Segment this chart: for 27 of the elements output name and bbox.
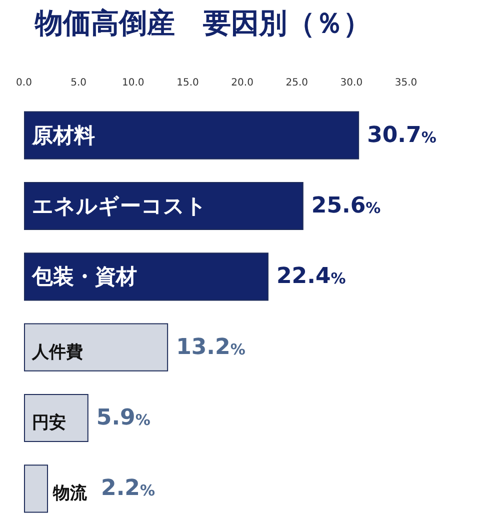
y-tick-label: エネルギーコスト — [32, 194, 207, 218]
chart-title: 物価高倒産 要因別（％） — [34, 6, 371, 40]
data-label: 25.6% — [311, 194, 381, 218]
bar — [24, 464, 48, 513]
x-tick-label: 30.0 — [340, 78, 363, 88]
bar — [24, 252, 268, 301]
y-tick-label: 円安 — [32, 413, 66, 433]
x-tick-label: 5.0 — [70, 78, 87, 88]
bar — [24, 182, 304, 230]
x-tick-label: 35.0 — [394, 78, 418, 88]
y-tick-label: 包装・資材 — [31, 264, 137, 289]
data-label: 30.7% — [367, 122, 436, 148]
x-tick-label: 0.0 — [16, 78, 32, 88]
x-tick-label: 10.0 — [122, 78, 144, 88]
y-tick-label: 物流 — [52, 484, 88, 504]
x-tick-label: 20.0 — [231, 78, 254, 88]
data-label: 5.9% — [96, 406, 150, 430]
bar — [24, 394, 88, 442]
data-label: 22.4% — [276, 264, 346, 290]
y-tick-label: 人件費 — [31, 342, 83, 362]
data-label: 2.2% — [101, 476, 156, 502]
y-tick-label: 原材料 — [31, 123, 95, 148]
bar — [24, 323, 168, 372]
data-label: 13.2% — [176, 334, 246, 360]
x-tick-label: 15.0 — [176, 78, 199, 88]
x-tick-label: 25.0 — [286, 78, 308, 88]
bar — [24, 111, 360, 160]
